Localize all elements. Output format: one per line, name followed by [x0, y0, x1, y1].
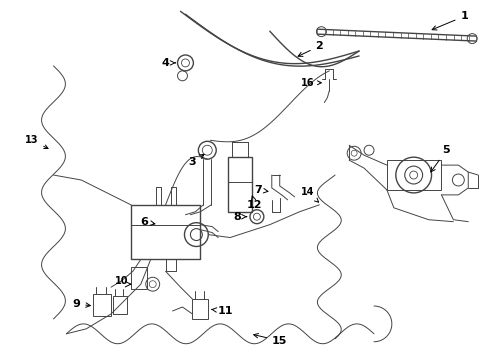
Bar	[113, 296, 127, 314]
Text: 12: 12	[246, 196, 262, 210]
Text: 7: 7	[253, 185, 267, 195]
Text: 13: 13	[25, 135, 48, 149]
Text: 3: 3	[188, 154, 203, 167]
Text: 10: 10	[115, 276, 129, 286]
Text: 11: 11	[211, 306, 232, 316]
Text: 5: 5	[430, 145, 449, 172]
Text: 15: 15	[253, 333, 287, 346]
Bar	[192, 299, 208, 319]
Text: 4: 4	[162, 58, 175, 68]
Bar	[386, 160, 441, 190]
Bar	[93, 294, 111, 316]
Text: 14: 14	[300, 187, 318, 202]
Text: 6: 6	[140, 217, 155, 227]
Text: 9: 9	[72, 299, 90, 309]
Bar	[131, 267, 146, 289]
Text: 8: 8	[233, 212, 246, 222]
Text: 2: 2	[298, 41, 323, 57]
Text: 1: 1	[431, 11, 467, 30]
Text: 16: 16	[300, 78, 321, 88]
Bar	[228, 157, 251, 212]
